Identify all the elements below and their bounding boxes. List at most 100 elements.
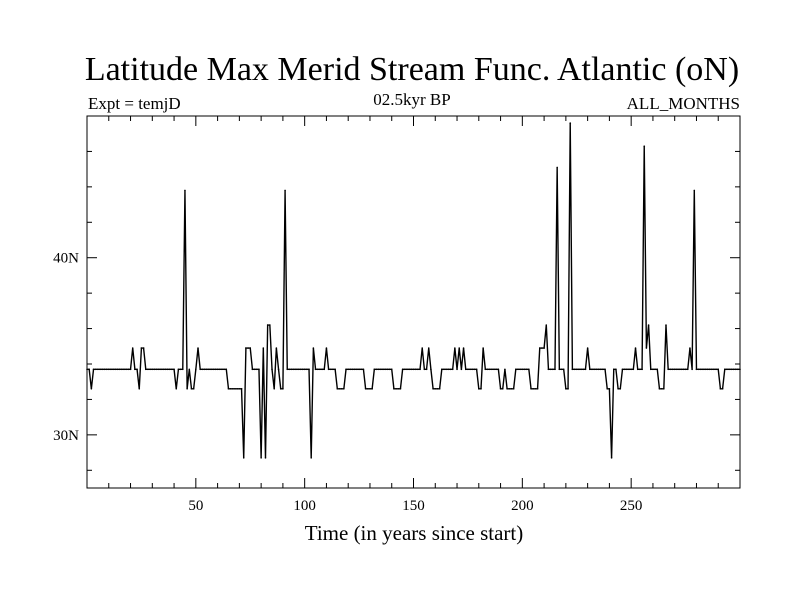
data-point [695,368,698,371]
data-point [245,347,247,349]
data-point [203,368,206,371]
data-point [388,368,391,371]
data-point [240,388,243,390]
data-point [382,368,384,371]
data-point [602,368,604,371]
data-point [247,347,249,349]
data-point [591,368,593,371]
data-point [510,388,513,390]
data-point [645,347,648,349]
data-point [351,368,354,371]
data-point [140,347,143,349]
data-point [403,368,406,371]
data-point [258,368,260,371]
data-point [314,368,317,371]
data-point [393,388,395,390]
data-point [329,368,332,371]
data-point [417,368,419,371]
data-point [399,388,402,390]
data-point [151,368,154,371]
data-point [715,368,717,371]
data-point [105,368,108,371]
data-point [138,388,141,390]
data-point [199,368,201,371]
data-point [499,388,502,390]
axis-ticks [87,116,740,488]
data-point [652,368,654,371]
data-point [221,368,223,371]
data-point [160,368,162,371]
data-point [197,347,199,349]
data-point [658,388,661,390]
data-point [501,388,504,390]
data-point [97,368,99,371]
data-point [390,368,393,371]
data-point [504,368,506,371]
data-point [684,368,687,371]
data-point [717,368,720,371]
data-point [360,368,363,371]
data-point [440,368,443,371]
chart-title: Latitude Max Merid Stream Func. Atlantic… [85,51,739,88]
data-point [708,368,711,371]
data-point [480,388,482,390]
data-point [201,368,204,371]
data-point [571,368,574,371]
data-point [214,368,217,371]
data-point [364,388,367,390]
data-point [99,368,101,371]
data-point [321,368,323,371]
data-point [528,368,530,371]
data-point [436,388,439,390]
data-point [338,388,341,390]
data-point [349,368,352,371]
x-tick-label: 200 [511,498,534,514]
data-point [636,368,639,371]
data-point [340,388,343,390]
data-point [171,368,173,371]
data-point [375,368,378,371]
data-point [234,388,236,390]
data-point [726,368,728,371]
data-point [158,368,160,371]
data-point [486,368,489,371]
data-point [107,368,110,371]
data-point [414,368,417,371]
subtitle-period: 02.5kyr BP [373,90,450,109]
data-point [136,368,138,371]
data-point [560,368,563,371]
data-point [284,189,286,192]
data-point [517,368,519,371]
data-point [663,388,665,390]
data-point [565,388,567,390]
data-point [723,368,726,371]
data-point [730,368,733,371]
data-point [149,368,151,371]
data-point [512,388,515,390]
data-point [521,368,524,371]
x-tick-label: 100 [293,498,316,514]
data-point [649,368,652,371]
data-point [227,388,230,390]
data-point [173,368,175,371]
data-point [467,368,469,371]
data-point [593,368,595,371]
y-tick-label: 30N [53,428,79,444]
data-point [582,368,585,371]
data-point [101,368,104,371]
data-point [218,368,221,371]
data-point [312,347,315,349]
data-point [608,388,611,390]
x-tick-label: 150 [402,498,425,514]
data-point [129,368,132,371]
data-point [623,368,626,371]
y-tick-labels: 30N 40N [53,251,79,444]
data-point [484,368,487,371]
data-point [497,368,500,371]
data-point [460,368,463,371]
data-point [118,368,121,371]
data-point [279,388,282,390]
data-point [325,347,328,349]
x-tick-label: 250 [620,498,643,514]
data-point [144,368,147,371]
